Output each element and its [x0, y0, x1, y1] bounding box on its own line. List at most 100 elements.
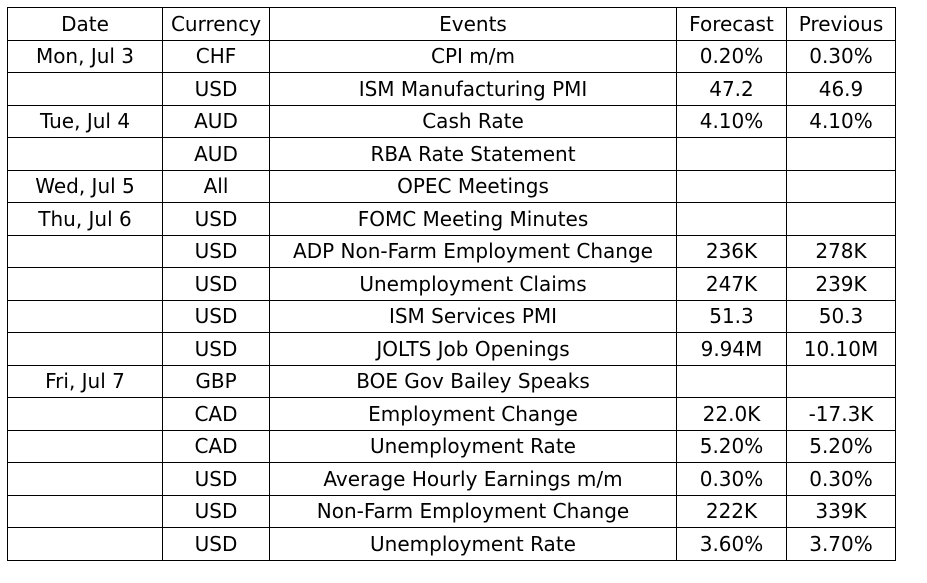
forecast-cell: 247K — [676, 267, 787, 301]
date-cell: Wed, Jul 5 — [7, 169, 163, 203]
currency-cell: CAD — [162, 397, 270, 431]
table-row: Tue, Jul 4 AUD Cash Rate 4.10% 4.10% — [7, 104, 896, 138]
currency-cell: CAD — [162, 429, 270, 463]
forecast-cell: 0.20% — [676, 39, 787, 73]
event-cell: JOLTS Job Openings — [269, 332, 677, 366]
previous-cell — [786, 169, 896, 203]
previous-cell: 278K — [786, 234, 896, 268]
column-header-currency: Currency — [162, 7, 270, 41]
previous-cell — [786, 364, 896, 398]
event-cell: ADP Non-Farm Employment Change — [269, 234, 677, 268]
table-row: Thu, Jul 6 USD FOMC Meeting Minutes — [7, 202, 896, 236]
forecast-cell: 5.20% — [676, 429, 787, 463]
forecast-cell: 51.3 — [676, 299, 787, 333]
forecast-cell: 47.2 — [676, 72, 787, 106]
date-cell — [7, 397, 163, 431]
previous-cell: 0.30% — [786, 462, 896, 496]
currency-cell: USD — [162, 462, 270, 496]
currency-cell: USD — [162, 234, 270, 268]
event-cell: FOMC Meeting Minutes — [269, 202, 677, 236]
forecast-cell: 4.10% — [676, 104, 787, 138]
forecast-cell: 222K — [676, 494, 787, 528]
previous-cell: 5.20% — [786, 429, 896, 463]
table-row: USD Non-Farm Employment Change 222K 339K — [7, 494, 896, 528]
date-cell — [7, 267, 163, 301]
date-cell: Mon, Jul 3 — [7, 39, 163, 73]
event-cell: ISM Services PMI — [269, 299, 677, 333]
table-row: USD ADP Non-Farm Employment Change 236K 278… — [7, 234, 896, 268]
currency-cell: USD — [162, 332, 270, 366]
column-header-previous: Previous — [786, 7, 896, 41]
table-row: USD ISM Services PMI 51.3 50.3 — [7, 299, 896, 333]
table-row: Fri, Jul 7 GBP BOE Gov Bailey Speaks — [7, 364, 896, 398]
currency-cell: GBP — [162, 364, 270, 398]
date-cell — [7, 494, 163, 528]
table-row: USD ISM Manufacturing PMI 47.2 46.9 — [7, 72, 896, 106]
currency-cell: USD — [162, 267, 270, 301]
economic-calendar-table: Date Currency Events Forecast Previous M… — [7, 7, 896, 561]
forecast-cell — [676, 364, 787, 398]
previous-cell: 46.9 — [786, 72, 896, 106]
date-cell — [7, 234, 163, 268]
event-cell: Non-Farm Employment Change — [269, 494, 677, 528]
previous-cell — [786, 137, 896, 171]
date-cell — [7, 332, 163, 366]
economic-calendar: Date Currency Events Forecast Previous M… — [7, 7, 896, 561]
table-row: USD Unemployment Claims 247K 239K — [7, 267, 896, 301]
date-cell: Fri, Jul 7 — [7, 364, 163, 398]
currency-cell: USD — [162, 72, 270, 106]
column-header-events: Events — [269, 7, 677, 41]
previous-cell: -17.3K — [786, 397, 896, 431]
table-row: CAD Employment Change 22.0K -17.3K — [7, 397, 896, 431]
currency-cell: All — [162, 169, 270, 203]
previous-cell: 50.3 — [786, 299, 896, 333]
table-row: USD Unemployment Rate 3.60% 3.70% — [7, 527, 896, 561]
event-cell: Unemployment Claims — [269, 267, 677, 301]
previous-cell: 3.70% — [786, 527, 896, 561]
previous-cell: 239K — [786, 267, 896, 301]
currency-cell: CHF — [162, 39, 270, 73]
date-cell — [7, 299, 163, 333]
previous-cell: 10.10M — [786, 332, 896, 366]
table-row: AUD RBA Rate Statement — [7, 137, 896, 171]
previous-cell — [786, 202, 896, 236]
previous-cell: 339K — [786, 494, 896, 528]
forecast-cell: 22.0K — [676, 397, 787, 431]
event-cell: Cash Rate — [269, 104, 677, 138]
table-row: Mon, Jul 3 CHF CPI m/m 0.20% 0.30% — [7, 39, 896, 73]
currency-cell: AUD — [162, 104, 270, 138]
column-header-date: Date — [7, 7, 163, 41]
header-row: Date Currency Events Forecast Previous — [7, 7, 896, 41]
currency-cell: AUD — [162, 137, 270, 171]
previous-cell: 0.30% — [786, 39, 896, 73]
event-cell: BOE Gov Bailey Speaks — [269, 364, 677, 398]
event-cell: CPI m/m — [269, 39, 677, 73]
table-row: Wed, Jul 5 All OPEC Meetings — [7, 169, 896, 203]
date-cell — [7, 137, 163, 171]
event-cell: OPEC Meetings — [269, 169, 677, 203]
event-cell: Employment Change — [269, 397, 677, 431]
forecast-cell: 9.94M — [676, 332, 787, 366]
event-cell: ISM Manufacturing PMI — [269, 72, 677, 106]
currency-cell: USD — [162, 527, 270, 561]
currency-cell: USD — [162, 299, 270, 333]
table-row: CAD Unemployment Rate 5.20% 5.20% — [7, 429, 896, 463]
currency-cell: USD — [162, 202, 270, 236]
forecast-cell: 3.60% — [676, 527, 787, 561]
currency-cell: USD — [162, 494, 270, 528]
event-cell: Average Hourly Earnings m/m — [269, 462, 677, 496]
forecast-cell: 0.30% — [676, 462, 787, 496]
table-row: USD Average Hourly Earnings m/m 0.30% 0.30% — [7, 462, 896, 496]
previous-cell: 4.10% — [786, 104, 896, 138]
date-cell — [7, 462, 163, 496]
forecast-cell: 236K — [676, 234, 787, 268]
forecast-cell — [676, 137, 787, 171]
table-row: USD JOLTS Job Openings 9.94M 10.10M — [7, 332, 896, 366]
forecast-cell — [676, 169, 787, 203]
column-header-forecast: Forecast — [676, 7, 787, 41]
date-cell: Tue, Jul 4 — [7, 104, 163, 138]
date-cell — [7, 72, 163, 106]
date-cell — [7, 527, 163, 561]
event-cell: Unemployment Rate — [269, 429, 677, 463]
event-cell: Unemployment Rate — [269, 527, 677, 561]
